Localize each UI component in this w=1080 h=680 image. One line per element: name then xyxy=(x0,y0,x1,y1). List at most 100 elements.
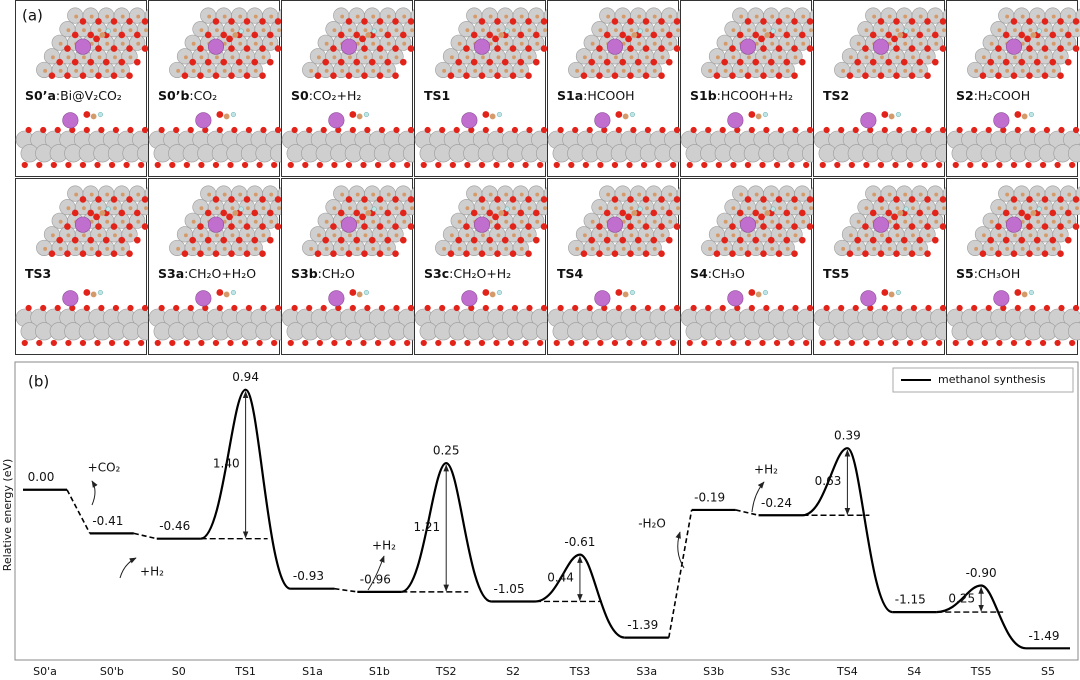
x-tick-label: S0'b xyxy=(100,665,124,678)
tile-formula: :CO₂ xyxy=(189,88,217,103)
tile-formula: :Bi@V₂CO₂ xyxy=(56,88,122,103)
x-tick-label: S3a xyxy=(636,665,657,678)
reaction-annotation: +H₂ xyxy=(754,463,778,477)
tile-label: TS5 xyxy=(823,266,849,281)
barrier-label: 0.25 xyxy=(948,591,975,605)
tile-formula: :CO₂+H₂ xyxy=(309,88,362,103)
tile: TS5 xyxy=(813,178,963,355)
tile-label: TS4 xyxy=(557,266,584,281)
tile-id: S3b xyxy=(291,266,318,281)
tile-label: S0’b:CO₂ xyxy=(158,88,217,103)
value-label: 0.00 xyxy=(28,470,55,484)
tile-label: S5:CH₃OH xyxy=(956,266,1020,281)
tile-label: S3b:CH₂O xyxy=(291,266,355,281)
annotation-arrow xyxy=(675,531,685,569)
tile: S4:CH₃O xyxy=(680,178,830,355)
tile-formula: :CH₂O+H₂ xyxy=(449,266,511,281)
tile-id: S4 xyxy=(690,266,708,281)
tile-label: S0’a:Bi@V₂CO₂ xyxy=(25,88,122,103)
tile-label: S1b:HCOOH+H₂ xyxy=(690,88,793,103)
value-label: 0.39 xyxy=(834,429,861,443)
tile-formula: :CH₂O+H₂O xyxy=(184,266,256,281)
x-tick-label: TS2 xyxy=(435,665,457,678)
tile: S3a:CH₂O+H₂O xyxy=(148,178,298,355)
x-tick-label: TS3 xyxy=(569,665,591,678)
annotation-arrow xyxy=(751,481,765,513)
transition-state-curve xyxy=(200,388,291,590)
tile-formula: :HCOOH xyxy=(583,88,634,103)
reaction-annotation: +CO₂ xyxy=(88,461,121,475)
annotation-arrow xyxy=(119,557,137,579)
reaction-annotation: -H₂O xyxy=(638,517,666,531)
tile-label: S3c:CH₂O+H₂ xyxy=(424,266,511,281)
x-tick-label: S1b xyxy=(369,665,390,678)
panel-label: (a) xyxy=(22,7,43,25)
value-label: 0.94 xyxy=(232,370,259,384)
tile-formula: :CH₃O xyxy=(708,266,745,281)
reaction-annotation: +H₂ xyxy=(140,565,164,579)
value-label: -0.61 xyxy=(564,535,595,549)
value-label: -1.15 xyxy=(895,593,926,607)
tile: S3c:CH₂O+H₂ xyxy=(414,178,564,355)
x-tick-label: TS1 xyxy=(234,665,256,678)
tile: S0’a:Bi@V₂CO₂ xyxy=(15,0,165,177)
barrier-label: 0.63 xyxy=(815,474,842,488)
transition-dashed xyxy=(334,587,358,593)
tile-label: S2:H₂COOH xyxy=(956,88,1030,103)
transition-state-curve xyxy=(534,553,626,639)
value-label: -1.05 xyxy=(494,582,525,596)
value-label: -0.90 xyxy=(966,566,997,580)
tile: S1b:HCOOH+H₂ xyxy=(680,0,830,177)
value-label: -0.24 xyxy=(761,496,792,510)
tile-label: S1a:HCOOH xyxy=(557,88,635,103)
tile-id: S3c xyxy=(424,266,449,281)
annotation-arrow xyxy=(91,480,98,506)
x-tick-label: S2 xyxy=(506,665,520,678)
tile-id: S0’a xyxy=(25,88,56,103)
tile-id: S0 xyxy=(291,88,309,103)
tile: S5:CH₃OH xyxy=(946,178,1080,355)
tile-id: S3a xyxy=(158,266,184,281)
tile-id: TS1 xyxy=(424,88,450,103)
barrier-label: 1.40 xyxy=(213,457,240,471)
value-label: -0.93 xyxy=(293,569,324,583)
x-tick-label: TS4 xyxy=(836,665,858,678)
value-label: -1.49 xyxy=(1028,629,1059,643)
panel-b: (b) Relative energy (eV) S0'a S0'b S0 TS1 S1… xyxy=(1,361,1079,678)
reaction-annotation: +H₂ xyxy=(372,539,396,553)
transition-dashed xyxy=(66,489,91,534)
transition-state-curve xyxy=(936,584,1027,650)
transition-state-curve xyxy=(400,462,492,603)
barrier-label: 1.21 xyxy=(413,520,440,534)
value-label: 0.25 xyxy=(433,444,460,458)
panel-frame xyxy=(14,361,1079,661)
value-label: -0.19 xyxy=(694,490,725,504)
tile-label: S4:CH₃O xyxy=(690,266,745,281)
x-tick-label: TS5 xyxy=(970,665,992,678)
value-label: -0.41 xyxy=(92,514,123,528)
tile-formula: :CH₃OH xyxy=(974,266,1021,281)
y-axis-label: Relative energy (eV) xyxy=(1,459,14,572)
tile: S2:H₂COOH xyxy=(946,0,1080,177)
tile: S1a:HCOOH xyxy=(547,0,697,177)
tile-id: S1a xyxy=(557,88,583,103)
tile-id: S5 xyxy=(956,266,974,281)
tile-id: TS4 xyxy=(557,266,584,281)
tile: TS4 xyxy=(547,178,697,355)
panel-label: (b) xyxy=(28,373,49,391)
value-label: -1.39 xyxy=(627,618,658,632)
tile-label: TS2 xyxy=(823,88,849,103)
annotation-arrow xyxy=(367,555,385,591)
tile-label: TS1 xyxy=(424,88,450,103)
tile-id: TS3 xyxy=(25,266,51,281)
transition-dashed xyxy=(735,509,759,517)
x-tick-label: S0'a xyxy=(33,665,57,678)
panel-a: S0’a:Bi@V₂CO₂ S0’b:CO₂ S0:CO₂+H₂ TS1 S1a:HCO… xyxy=(15,0,1080,355)
tile-id: S0’b xyxy=(158,88,189,103)
x-tick-label: S4 xyxy=(907,665,921,678)
tile: S0’b:CO₂ xyxy=(148,0,298,177)
value-label: -0.46 xyxy=(159,519,190,533)
tile-id: S2 xyxy=(956,88,974,103)
